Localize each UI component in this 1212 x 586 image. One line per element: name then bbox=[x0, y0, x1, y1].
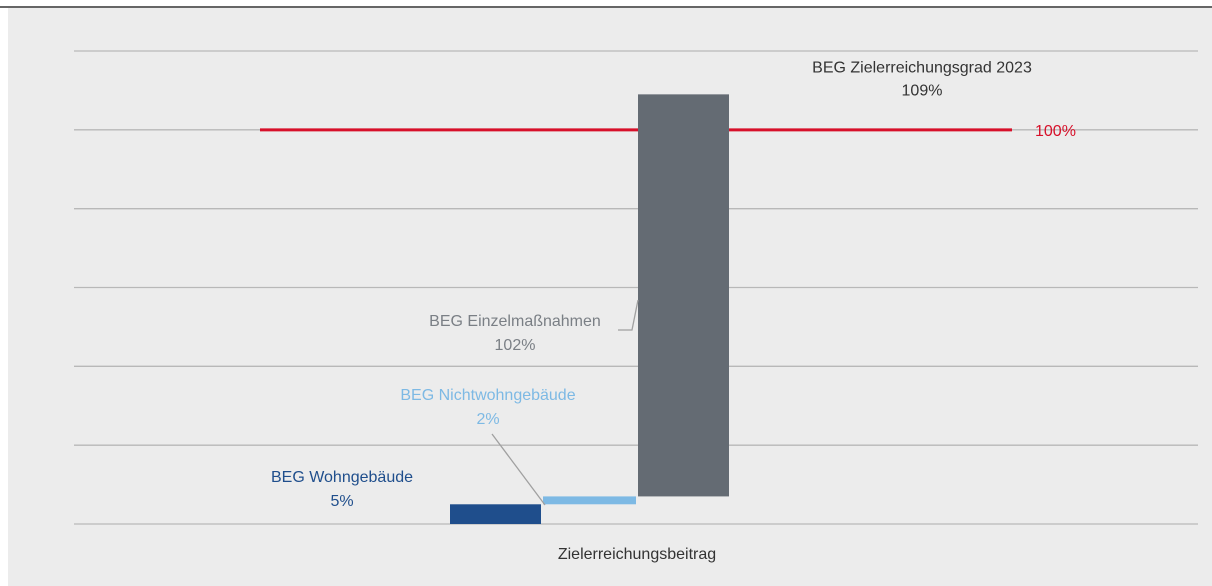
series-label: BEG Wohngebäude bbox=[271, 469, 413, 486]
bar bbox=[450, 504, 541, 524]
value-label: 2% bbox=[476, 411, 499, 428]
value-label: 5% bbox=[330, 493, 353, 510]
series-label: BEG Einzelmaßnahmen bbox=[429, 313, 601, 330]
value-label: 102% bbox=[495, 337, 536, 354]
bar bbox=[638, 94, 729, 497]
connector bbox=[491, 433, 546, 506]
total-value-label: 109% bbox=[902, 83, 943, 100]
total-label: BEG Zielerreichungsgrad 2023 bbox=[812, 60, 1032, 77]
plot-background bbox=[8, 8, 1212, 586]
x-tick-label: Zielerreichungsbeitrag bbox=[558, 546, 716, 563]
series-label: BEG Nichtwohngebäude bbox=[400, 387, 575, 404]
connector bbox=[618, 299, 639, 331]
reference-label: 100% bbox=[1035, 123, 1076, 140]
bar bbox=[543, 496, 636, 505]
